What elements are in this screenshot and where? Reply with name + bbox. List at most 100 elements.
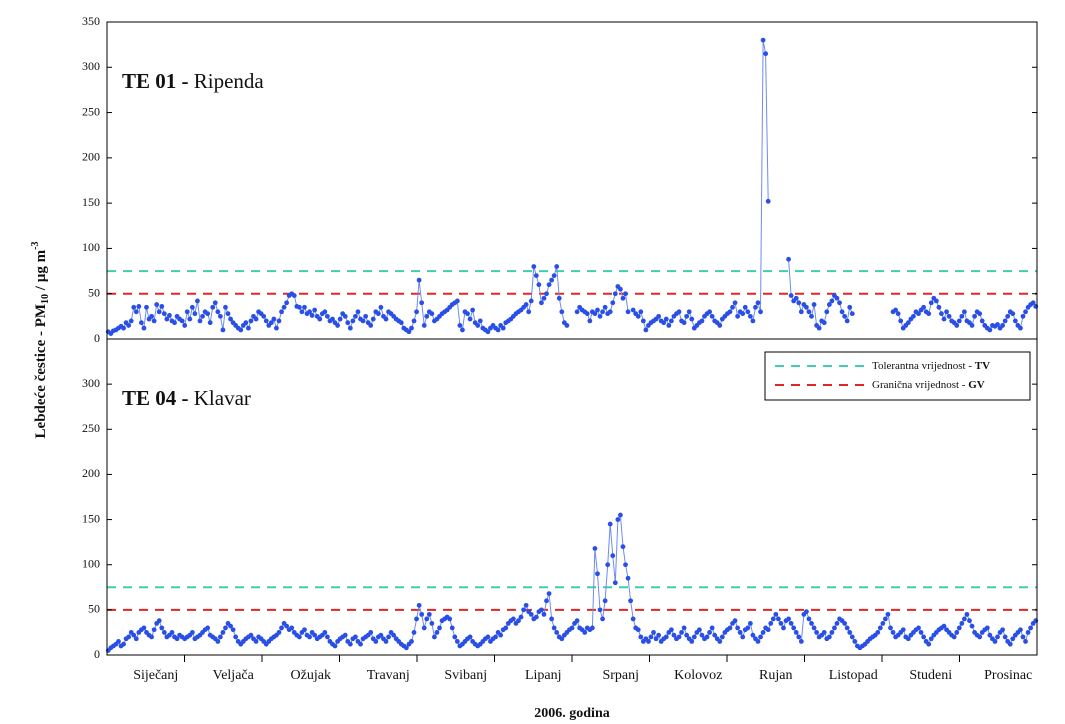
data-point	[182, 323, 188, 328]
data-point	[518, 614, 524, 620]
data-point	[373, 639, 379, 644]
data-point	[531, 264, 537, 269]
data-point	[284, 623, 290, 629]
data-point	[212, 300, 218, 306]
data-point	[302, 627, 307, 633]
data-point	[625, 309, 631, 315]
data-point	[681, 625, 687, 631]
data-point	[824, 309, 830, 315]
data-point	[921, 304, 927, 310]
data-point	[223, 304, 228, 310]
y-tick-label: 150	[82, 511, 100, 525]
data-point	[465, 311, 470, 317]
data-point	[1007, 641, 1013, 647]
data-point	[554, 630, 560, 635]
x-tick-label: Svibanj	[444, 668, 487, 683]
data-point	[151, 318, 157, 324]
data-point	[429, 311, 435, 317]
data-point	[699, 632, 705, 638]
data-point	[421, 625, 427, 631]
data-point	[788, 621, 794, 626]
data-point	[663, 634, 669, 640]
data-point	[921, 634, 927, 640]
data-point	[933, 298, 939, 304]
data-point	[207, 320, 213, 326]
data-point	[595, 571, 600, 577]
data-point	[228, 623, 233, 629]
x-tick-label: Travanj	[367, 668, 410, 683]
y-tick-label: 200	[82, 466, 100, 480]
data-point	[684, 632, 690, 638]
data-point	[1025, 630, 1031, 635]
x-tick-label: Prosinac	[984, 668, 1032, 683]
data-point	[409, 325, 414, 331]
data-point	[638, 309, 644, 315]
data-point	[625, 575, 631, 581]
data-point	[987, 327, 993, 333]
data-point	[745, 625, 751, 631]
data-point	[926, 311, 932, 317]
data-point	[470, 307, 476, 313]
y-tick-label: 150	[82, 195, 100, 209]
data-point	[620, 544, 626, 550]
data-point	[898, 318, 904, 324]
data-point	[217, 313, 223, 319]
data-point	[877, 625, 883, 631]
data-point	[806, 616, 812, 622]
data-point	[574, 309, 580, 315]
data-point	[549, 616, 555, 622]
data-point	[516, 618, 521, 624]
data-point	[842, 621, 848, 626]
data-point	[758, 309, 763, 315]
data-point	[549, 277, 555, 283]
data-point	[661, 320, 667, 326]
data-point	[475, 323, 481, 328]
data-point	[730, 304, 735, 310]
data-point	[686, 309, 692, 315]
data-point	[735, 313, 741, 319]
data-point	[834, 621, 840, 626]
data-point	[324, 313, 330, 319]
data-point	[781, 625, 786, 631]
data-point	[740, 634, 746, 640]
data-point	[671, 632, 677, 638]
data-point	[928, 300, 934, 306]
data-point	[133, 309, 139, 315]
data-point	[386, 634, 391, 640]
data-point	[528, 611, 534, 617]
data-point	[172, 320, 177, 326]
data-point	[696, 627, 702, 633]
data-point	[546, 591, 552, 597]
y-tick-label: 100	[82, 556, 100, 570]
data-point	[847, 304, 853, 310]
data-point	[592, 546, 598, 551]
data-point	[992, 639, 998, 644]
data-point	[215, 639, 221, 644]
data-point	[623, 291, 628, 297]
data-point	[798, 309, 804, 315]
data-point	[131, 304, 137, 310]
data-point	[322, 630, 328, 635]
data-point	[345, 320, 351, 326]
data-point	[546, 282, 552, 288]
data-point	[600, 309, 605, 315]
data-point	[821, 630, 827, 635]
y-tick-label: 200	[82, 150, 100, 164]
data-point	[460, 327, 465, 333]
data-point	[888, 625, 893, 631]
data-point	[391, 632, 397, 638]
data-point	[1002, 634, 1008, 640]
data-point	[485, 634, 491, 640]
data-point	[544, 291, 549, 297]
y-tick-label: 50	[88, 602, 100, 616]
data-point	[332, 643, 338, 649]
data-point	[755, 639, 761, 644]
data-point	[215, 309, 221, 315]
data-point	[689, 316, 695, 322]
data-point	[760, 630, 766, 635]
data-point	[406, 329, 412, 335]
data-point	[1000, 323, 1006, 328]
data-point	[750, 632, 756, 638]
data-point	[159, 625, 165, 631]
